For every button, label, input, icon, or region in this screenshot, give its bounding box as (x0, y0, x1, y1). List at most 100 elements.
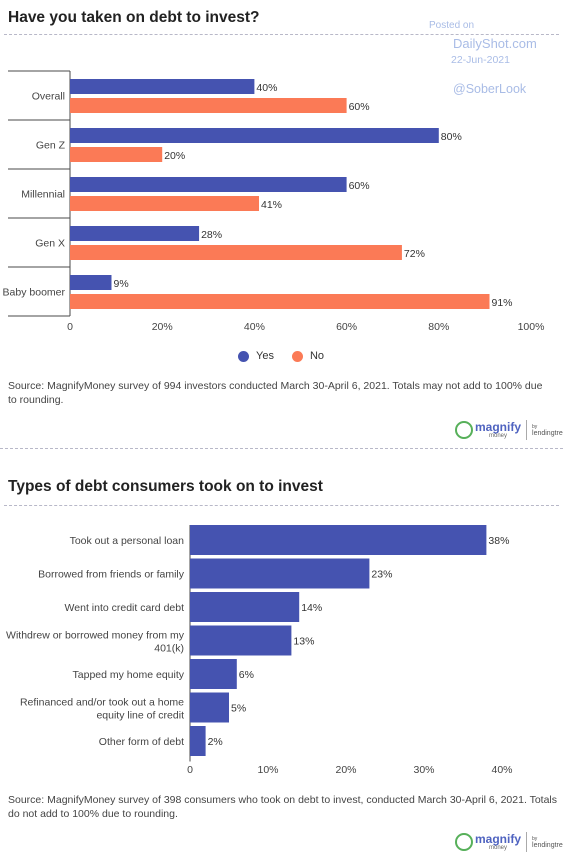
category-label-line: Refinanced and/or took out a home (20, 697, 184, 709)
partner-wordmark: by lendingtree (532, 836, 563, 849)
debt-types-bar-chart: Took out a personal loan 38% Borrowed from… (6, 525, 513, 776)
category-label-millennial: Millennial (21, 189, 65, 201)
legend-label-no: No (309, 350, 325, 362)
x-tick-label: 40% (491, 764, 512, 776)
x-tick-label: 30% (413, 764, 434, 776)
bar-went-into-credit-card-debt (190, 592, 300, 622)
bar-yes-millennial (70, 177, 347, 192)
bar-yes-baby-boomer (70, 275, 112, 290)
brand-name: magnify (475, 419, 522, 434)
brand-sub: money (489, 432, 508, 439)
data-label-no-gen-z: 20% (164, 150, 185, 162)
legend-item-yes: Yes (238, 350, 274, 362)
chart-title: Types of debt consumers took on to inves… (8, 478, 323, 495)
bar-no-gen-z (70, 147, 163, 162)
partner-name: lendingtree (532, 841, 563, 849)
bar-withdrew-or-borrowed-money-from-my-401-k (190, 625, 292, 656)
bar-no-overall (70, 98, 347, 113)
chart-title: Have you taken on debt to invest? (8, 9, 260, 26)
data-label-borrowed-from-friends-or-family: 23% (371, 569, 392, 581)
data-label-yes-gen-z: 80% (441, 131, 462, 143)
data-label-withdrew-or-borrowed-money-from-my-401-k: 13% (293, 636, 314, 648)
data-label-yes-overall: 40% (256, 82, 277, 94)
bar-took-out-a-personal-loan (190, 525, 487, 555)
chart-source-note: Source: MagnifyMoney survey of 994 inves… (8, 380, 543, 406)
brand-wordmark: magnify money (475, 419, 522, 439)
bar-tapped-my-home-equity (190, 659, 237, 689)
legend-item-no: No (291, 350, 325, 362)
logo-divider (526, 832, 528, 852)
legend-swatch-no (291, 350, 303, 362)
x-tick-label: 100% (518, 321, 545, 333)
x-tick-label: 20% (335, 764, 356, 776)
bar-no-millennial (70, 196, 260, 211)
data-label-no-overall: 60% (349, 101, 370, 113)
brand-sub: money (489, 844, 508, 851)
category-label-gen-x: Gen X (35, 238, 65, 250)
data-label-yes-gen-x: 28% (201, 229, 222, 241)
logo-divider (526, 420, 528, 440)
category-label-overall: Overall (32, 91, 65, 103)
title-divider (4, 34, 559, 35)
legend-label-yes: Yes (256, 350, 274, 362)
bar-refinanced-and-or-took-out-a-home-equity-line-of-credit (190, 692, 229, 723)
category-label-gen-z: Gen Z (36, 140, 66, 152)
chart-panel-debt-types: Types of debt consumers took on to inves… (0, 470, 563, 865)
chart-source-note: Source: MagnifyMoney survey of 398 consu… (8, 794, 558, 820)
bar-yes-overall (70, 79, 255, 94)
data-label-took-out-a-personal-loan: 38% (488, 535, 509, 547)
category-label-took-out-a-personal-loan: Took out a personal loan (70, 535, 185, 547)
bar-other-form-of-debt (190, 726, 206, 756)
debt-to-invest-bar-chart: Overall 40% 60% Gen Z 80% 20% Millennial 60% 41%… (3, 70, 545, 333)
chart-panel-debt-to-invest: Have you taken on debt to invest? Posted… (0, 9, 563, 449)
data-label-tapped-my-home-equity: 6% (239, 669, 254, 681)
data-label-went-into-credit-card-debt: 14% (301, 602, 322, 614)
category-label-baby-boomer: Baby boomer (3, 287, 66, 299)
legend-swatch-yes (238, 350, 249, 362)
data-label-other-form-of-debt: 2% (208, 736, 223, 748)
partner-wordmark: by lendingtree (532, 424, 563, 437)
data-label-yes-millennial: 60% (349, 180, 370, 192)
title-divider (4, 505, 559, 506)
category-label-line: Withdrew or borrowed money from my (6, 630, 185, 642)
watermark-site: DailyShot.com (453, 36, 537, 51)
x-tick-label: 40% (244, 321, 265, 333)
magnifier-icon (455, 833, 473, 851)
data-label-refinanced-and-or-took-out-a-home-equity-line-of-credit: 5% (231, 703, 246, 715)
watermark-date: 22-Jun-2021 (451, 54, 510, 66)
bar-no-gen-x (70, 245, 402, 260)
category-label-other-form-of-debt: Other form of debt (99, 736, 184, 748)
category-label-line: equity line of credit (96, 710, 184, 722)
category-label-borrowed-from-friends-or-family: Borrowed from friends or family (38, 569, 185, 581)
bar-no-baby-boomer (70, 294, 490, 309)
data-label-no-millennial: 41% (261, 199, 282, 211)
data-label-yes-baby-boomer: 9% (113, 278, 128, 290)
category-label-went-into-credit-card-debt: Went into credit card debt (65, 602, 185, 614)
category-label-tapped-my-home-equity: Tapped my home equity (73, 669, 185, 681)
data-label-no-baby-boomer: 91% (492, 297, 513, 309)
partner-by: by (532, 835, 538, 842)
brand-name: magnify (475, 831, 522, 846)
x-tick-label: 0 (67, 321, 73, 333)
bar-borrowed-from-friends-or-family (190, 558, 370, 589)
watermark-posted: Posted on (429, 20, 475, 31)
magnifymoney-logo: magnify money by lendingtree (455, 832, 563, 852)
magnifymoney-logo: magnify money by lendingtree (455, 420, 563, 440)
x-tick-label: 80% (428, 321, 449, 333)
watermark-handle: @SoberLook (453, 82, 527, 96)
category-label-line: 401(k) (154, 643, 184, 655)
data-label-no-gen-x: 72% (404, 248, 425, 260)
x-tick-label: 10% (257, 764, 278, 776)
partner-name: lendingtree (532, 429, 563, 437)
magnifier-icon (455, 421, 473, 439)
bar-yes-gen-z (70, 128, 439, 143)
brand-wordmark: magnify money (475, 831, 522, 851)
category-label-refinanced-and-or-took-out-a-home-equity-line-of-credit: Refinanced and/or took out a home equity … (20, 697, 184, 722)
x-tick-label: 0 (187, 764, 193, 776)
x-tick-label: 20% (152, 321, 173, 333)
category-label-withdrew-or-borrowed-money-from-my-401-k: Withdrew or borrowed money from my 401(k) (6, 630, 185, 655)
chart-legend: Yes No (238, 350, 342, 362)
bar-yes-gen-x (70, 226, 200, 241)
x-tick-label: 60% (336, 321, 357, 333)
partner-by: by (532, 423, 538, 430)
